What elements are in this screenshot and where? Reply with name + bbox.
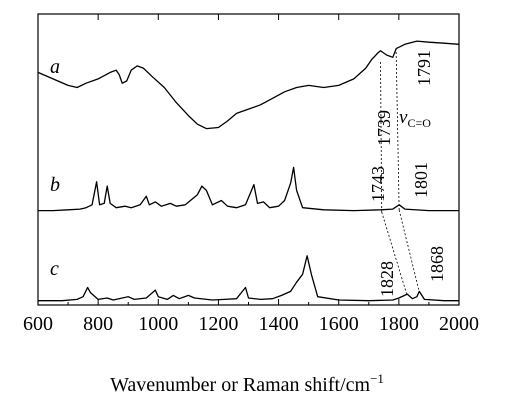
x-tick-label-1800: 1800 (379, 313, 419, 335)
series-line-c (38, 255, 459, 302)
series-label-a: a (50, 56, 60, 78)
guide-1739-1743 (380, 61, 383, 213)
x-tick-label-1000: 1000 (138, 313, 178, 335)
peak-label-1801: 1801 (411, 162, 431, 198)
x-axis-label: Wavenumber or Raman shift/cm−1 (110, 371, 384, 396)
x-tick-label-1600: 1600 (319, 313, 359, 335)
peak-label-1739: 1739 (374, 110, 394, 146)
x-tick-label-2000: 2000 (439, 313, 479, 335)
peak-label-1791: 1791 (414, 50, 434, 86)
x-ticks: 600 800 1000 1200 1400 1600 1800 2000 (23, 14, 479, 335)
guide-lines (380, 51, 420, 297)
series-line-b (38, 166, 459, 212)
guide-1801-1868 (398, 209, 420, 293)
guide-1743-1828 (381, 211, 408, 297)
series-layer (37, 40, 460, 302)
x-tick-label-800: 800 (83, 313, 113, 335)
guide-1791-1801 (395, 51, 400, 211)
series-label-c: c (50, 258, 59, 280)
x-tick-label-1400: 1400 (259, 313, 299, 335)
x-tick-label-1200: 1200 (198, 313, 238, 335)
nu-co-label: vC=O (399, 107, 431, 130)
series-label-b: b (50, 174, 60, 196)
x-tick-label-600: 600 (23, 313, 53, 335)
series-line-a (37, 40, 460, 130)
peak-label-1828: 1828 (377, 261, 397, 297)
peak-label-1743: 1743 (368, 166, 388, 202)
peak-label-1868: 1868 (427, 246, 447, 282)
